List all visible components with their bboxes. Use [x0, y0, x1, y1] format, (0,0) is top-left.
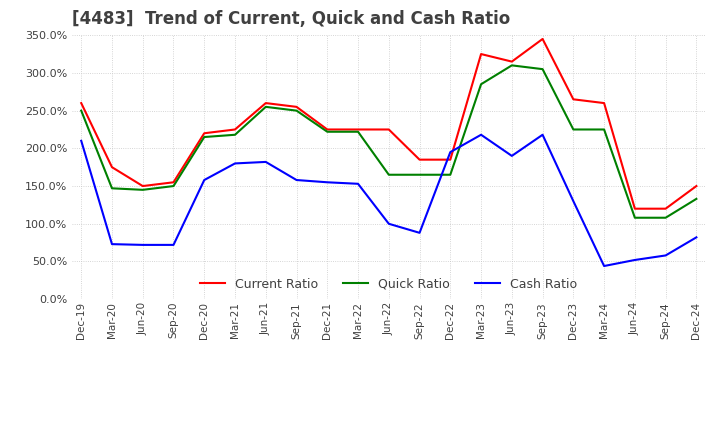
Quick Ratio: [384, 172, 393, 177]
Quick Ratio: [261, 104, 270, 110]
Cash Ratio: [477, 132, 485, 137]
Quick Ratio: [446, 172, 454, 177]
Quick Ratio: [77, 108, 86, 113]
Quick Ratio: [108, 186, 117, 191]
Cash Ratio: [600, 264, 608, 269]
Current Ratio: [539, 37, 547, 42]
Current Ratio: [230, 127, 239, 132]
Quick Ratio: [200, 134, 209, 139]
Cash Ratio: [354, 181, 362, 187]
Cash Ratio: [569, 198, 577, 204]
Cash Ratio: [446, 150, 454, 155]
Current Ratio: [415, 157, 424, 162]
Current Ratio: [692, 183, 701, 189]
Current Ratio: [108, 165, 117, 170]
Quick Ratio: [631, 215, 639, 220]
Current Ratio: [200, 131, 209, 136]
Current Ratio: [354, 127, 362, 132]
Current Ratio: [292, 104, 301, 110]
Cash Ratio: [292, 177, 301, 183]
Cash Ratio: [539, 132, 547, 137]
Quick Ratio: [692, 196, 701, 202]
Text: [4483]  Trend of Current, Quick and Cash Ratio: [4483] Trend of Current, Quick and Cash …: [72, 10, 510, 28]
Cash Ratio: [384, 221, 393, 227]
Cash Ratio: [230, 161, 239, 166]
Quick Ratio: [661, 215, 670, 220]
Current Ratio: [138, 183, 147, 189]
Quick Ratio: [569, 127, 577, 132]
Current Ratio: [477, 51, 485, 57]
Quick Ratio: [138, 187, 147, 192]
Quick Ratio: [415, 172, 424, 177]
Cash Ratio: [661, 253, 670, 258]
Current Ratio: [261, 100, 270, 106]
Current Ratio: [631, 206, 639, 211]
Cash Ratio: [415, 230, 424, 235]
Cash Ratio: [508, 153, 516, 158]
Current Ratio: [323, 127, 332, 132]
Quick Ratio: [539, 66, 547, 72]
Quick Ratio: [600, 127, 608, 132]
Quick Ratio: [477, 81, 485, 87]
Line: Current Ratio: Current Ratio: [81, 39, 696, 209]
Current Ratio: [661, 206, 670, 211]
Cash Ratio: [323, 180, 332, 185]
Current Ratio: [77, 100, 86, 106]
Cash Ratio: [692, 235, 701, 240]
Cash Ratio: [77, 138, 86, 143]
Quick Ratio: [230, 132, 239, 137]
Current Ratio: [569, 97, 577, 102]
Quick Ratio: [323, 129, 332, 134]
Current Ratio: [508, 59, 516, 64]
Quick Ratio: [292, 108, 301, 113]
Cash Ratio: [200, 177, 209, 183]
Cash Ratio: [631, 257, 639, 263]
Cash Ratio: [261, 159, 270, 165]
Current Ratio: [446, 157, 454, 162]
Current Ratio: [169, 180, 178, 185]
Quick Ratio: [354, 129, 362, 134]
Cash Ratio: [108, 242, 117, 247]
Quick Ratio: [508, 63, 516, 68]
Line: Cash Ratio: Cash Ratio: [81, 135, 696, 266]
Quick Ratio: [169, 183, 178, 189]
Cash Ratio: [138, 242, 147, 248]
Cash Ratio: [169, 242, 178, 248]
Legend: Current Ratio, Quick Ratio, Cash Ratio: Current Ratio, Quick Ratio, Cash Ratio: [195, 273, 582, 296]
Line: Quick Ratio: Quick Ratio: [81, 66, 696, 218]
Current Ratio: [600, 100, 608, 106]
Current Ratio: [384, 127, 393, 132]
